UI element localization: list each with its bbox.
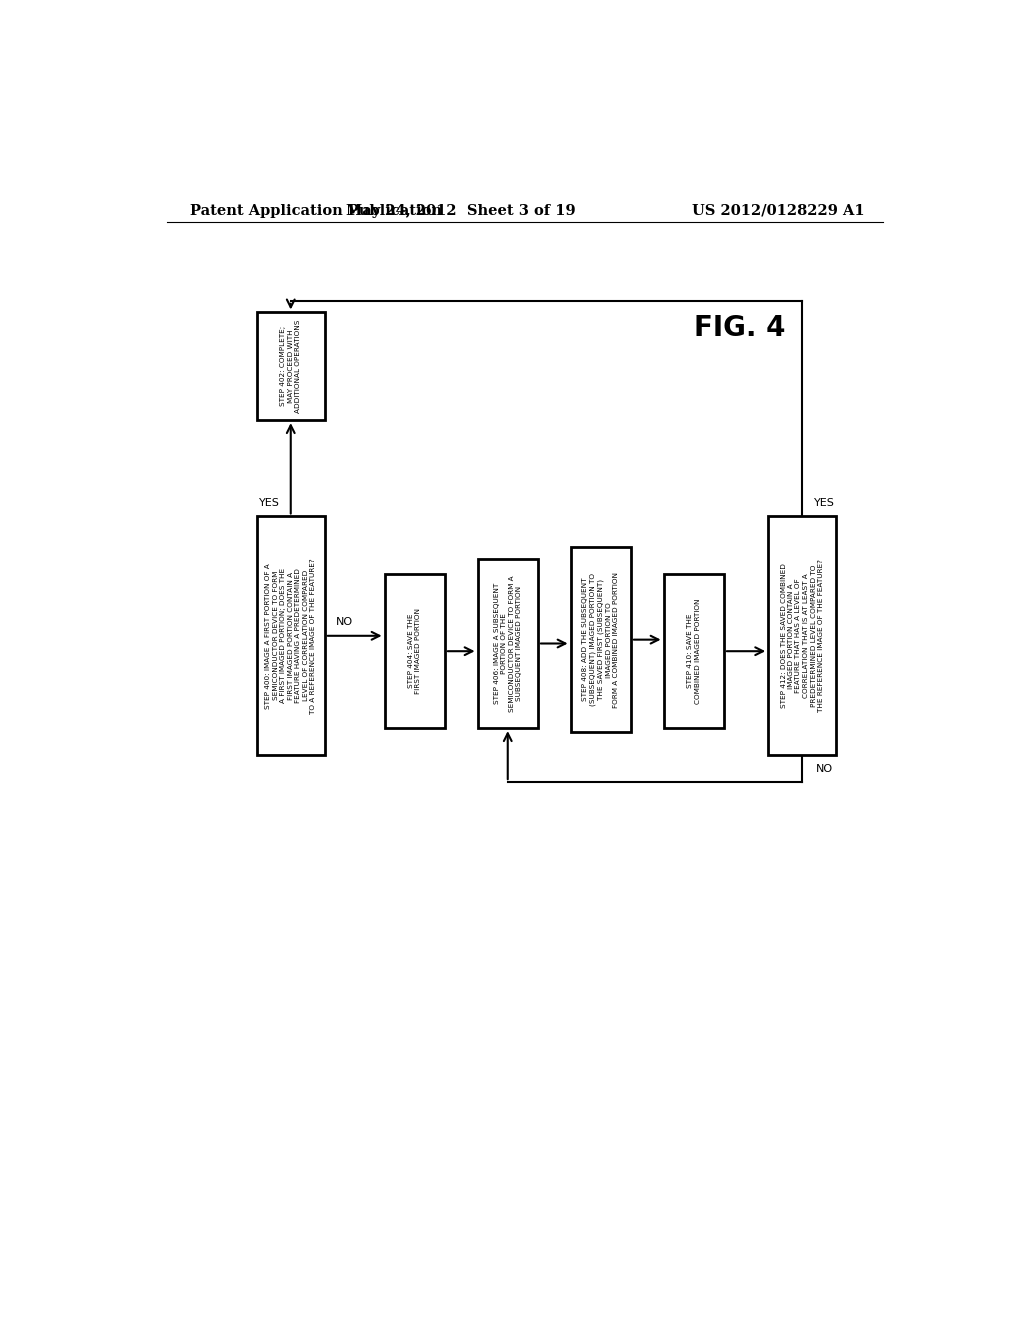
Text: STEP 408: ADD THE SUBSEQUENT
(SUBSEQUENT) IMAGED PORTION TO
THE SAVED FIRST (SUB: STEP 408: ADD THE SUBSEQUENT (SUBSEQUENT… [583,572,620,708]
Text: NO: NO [336,616,353,627]
Bar [570,548,631,733]
Text: STEP 406: IMAGE A SUBSEQUENT
PORTION OF THE
SEMICONDUCTOR DEVICE TO FORM A
SUBSE: STEP 406: IMAGE A SUBSEQUENT PORTION OF … [494,576,522,711]
Text: May 24, 2012  Sheet 3 of 19: May 24, 2012 Sheet 3 of 19 [346,203,577,218]
Bar [477,558,538,729]
Bar [664,574,724,729]
Text: US 2012/0128229 A1: US 2012/0128229 A1 [691,203,864,218]
Text: STEP 412: DOES THE SAVED COMBINED
IMAGED PORTION CONTAIN A
FEATURE THAT HAS A LE: STEP 412: DOES THE SAVED COMBINED IMAGED… [780,560,824,713]
Bar [257,313,325,420]
Text: Patent Application Publication: Patent Application Publication [190,203,442,218]
Text: STEP 402: COMPLETE;
MAY PROCEED WITH
ADDITIONAL OPERATIONS: STEP 402: COMPLETE; MAY PROCEED WITH ADD… [281,319,301,413]
Text: STEP 404: SAVE THE
FIRST IMAGED PORTION: STEP 404: SAVE THE FIRST IMAGED PORTION [408,609,422,694]
Text: STEP 410: SAVE THE
COMBINED IMAGED PORTION: STEP 410: SAVE THE COMBINED IMAGED PORTI… [687,598,700,704]
Bar [768,516,837,755]
Bar [385,574,445,729]
Text: NO: NO [815,764,833,774]
Bar [257,516,325,755]
Text: STEP 400: IMAGE A FIRST PORTION OF A
SEMICONDUCTOR DEVICE TO FORM
A FIRST IMAGED: STEP 400: IMAGE A FIRST PORTION OF A SEM… [265,558,316,714]
Text: YES: YES [813,498,835,508]
Text: YES: YES [259,498,280,508]
Text: FIG. 4: FIG. 4 [694,314,786,342]
